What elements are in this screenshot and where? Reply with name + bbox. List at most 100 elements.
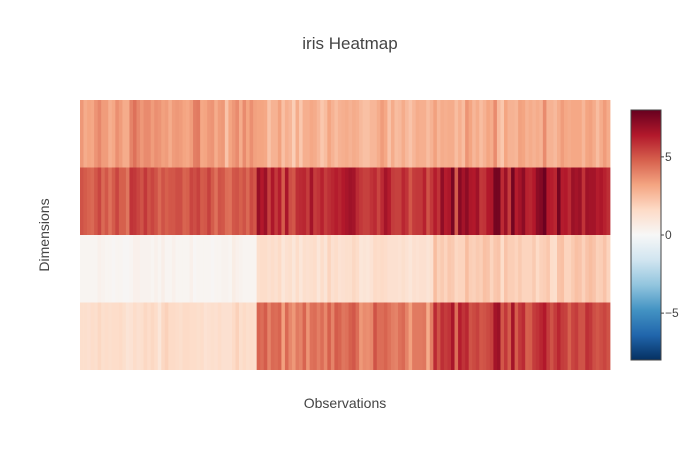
heatmap-cell: [567, 100, 572, 168]
heatmap-cell: [140, 100, 144, 168]
heatmap-cell: [281, 100, 286, 168]
heatmap-cell: [118, 167, 123, 235]
heatmap-cell: [560, 302, 565, 370]
heatmap-cell: [581, 302, 586, 370]
heatmap-cell: [359, 167, 364, 235]
heatmap-cell: [235, 100, 240, 168]
heatmap-cell: [175, 100, 180, 168]
heatmap-cell: [493, 100, 498, 168]
heatmap-cell: [588, 302, 593, 370]
heatmap-cell: [567, 302, 572, 370]
heatmap-cell: [306, 100, 311, 168]
heatmap-cell: [306, 167, 311, 235]
heatmap-cell: [87, 167, 91, 235]
heatmap-cell: [189, 302, 194, 370]
heatmap-cell: [557, 167, 561, 235]
heatmap-cell: [549, 235, 554, 303]
chart-title: iris Heatmap: [302, 34, 398, 53]
heatmap-cell: [599, 235, 604, 303]
heatmap-cell: [330, 302, 335, 370]
heatmap-cell: [422, 302, 427, 370]
heatmap-cell: [260, 302, 265, 370]
heatmap-cell: [214, 167, 219, 235]
heatmap-cell: [535, 302, 540, 370]
heatmap-cell: [136, 100, 141, 168]
colorbar-ticks: 5 0 −5: [661, 150, 679, 320]
heatmap-cell: [178, 100, 183, 168]
heatmap-cell: [341, 235, 346, 303]
heatmap-cell: [405, 167, 409, 235]
heatmap-cell: [532, 100, 537, 168]
heatmap-cell: [440, 100, 445, 168]
heatmap-cell: [482, 100, 487, 168]
heatmap-cell: [175, 235, 180, 303]
heatmap-cell: [295, 167, 300, 235]
heatmap-cell: [256, 167, 261, 235]
heatmap-cell: [549, 167, 554, 235]
heatmap-cell: [571, 167, 576, 235]
heatmap-cell: [475, 302, 480, 370]
heatmap-cell: [281, 167, 286, 235]
heatmap-cell: [528, 302, 533, 370]
heatmap-cell: [104, 235, 109, 303]
heatmap-cell: [147, 235, 152, 303]
heatmap-cell: [309, 235, 314, 303]
heatmap-cell: [221, 302, 226, 370]
heatmap-cell: [133, 167, 137, 235]
heatmap-cell: [277, 167, 282, 235]
heatmap-cell: [288, 100, 293, 168]
heatmap-cell: [348, 100, 353, 168]
heatmap-cell: [90, 167, 95, 235]
heatmap-cell: [154, 235, 159, 303]
heatmap-cell: [465, 100, 470, 168]
heatmap-cell: [214, 100, 219, 168]
heatmap-cell: [168, 100, 173, 168]
heatmap-cell: [401, 302, 406, 370]
heatmap-cell: [398, 167, 402, 235]
heatmap-cell: [394, 235, 399, 303]
heatmap-cell: [518, 100, 523, 168]
heatmap-cell: [458, 302, 462, 370]
heatmap-cell: [419, 302, 424, 370]
heatmap-cell: [299, 167, 303, 235]
heatmap-cell: [313, 167, 318, 235]
heatmap-cell: [253, 302, 258, 370]
heatmap-cell: [309, 167, 314, 235]
heatmap-cell: [500, 302, 505, 370]
heatmap-cell: [193, 302, 197, 370]
heatmap-cell: [376, 100, 381, 168]
heatmap-cell: [465, 235, 470, 303]
heatmap-cell: [111, 100, 116, 168]
heatmap-cell: [390, 167, 395, 235]
heatmap-cell: [274, 235, 279, 303]
heatmap-cell: [302, 302, 307, 370]
heatmap-cell: [133, 235, 137, 303]
heatmap-cell: [383, 100, 388, 168]
heatmap-cell: [486, 302, 491, 370]
heatmap-cell: [178, 167, 183, 235]
heatmap-cell: [451, 302, 455, 370]
heatmap-cell: [348, 235, 353, 303]
heatmap-cell: [557, 235, 561, 303]
heatmap-cell: [263, 235, 268, 303]
heatmap-cell: [270, 302, 275, 370]
heatmap-cell: [193, 167, 197, 235]
heatmap-cell: [168, 302, 173, 370]
heatmap-cell: [267, 100, 272, 168]
heatmap-cell: [267, 167, 272, 235]
heatmap-cell: [422, 235, 427, 303]
heatmap-cell: [341, 302, 346, 370]
heatmap-cell: [299, 235, 303, 303]
heatmap-cell: [380, 100, 385, 168]
heatmap-cell: [217, 235, 222, 303]
heatmap-cell: [359, 235, 364, 303]
heatmap-cell: [242, 235, 247, 303]
heatmap-cell: [323, 100, 328, 168]
heatmap-cell: [390, 235, 395, 303]
heatmap-cell: [585, 302, 590, 370]
heatmap-cell: [242, 100, 247, 168]
heatmap-cell: [288, 302, 293, 370]
heatmap-cell: [401, 100, 406, 168]
heatmap-cell: [178, 235, 183, 303]
heatmap-cell: [595, 167, 600, 235]
